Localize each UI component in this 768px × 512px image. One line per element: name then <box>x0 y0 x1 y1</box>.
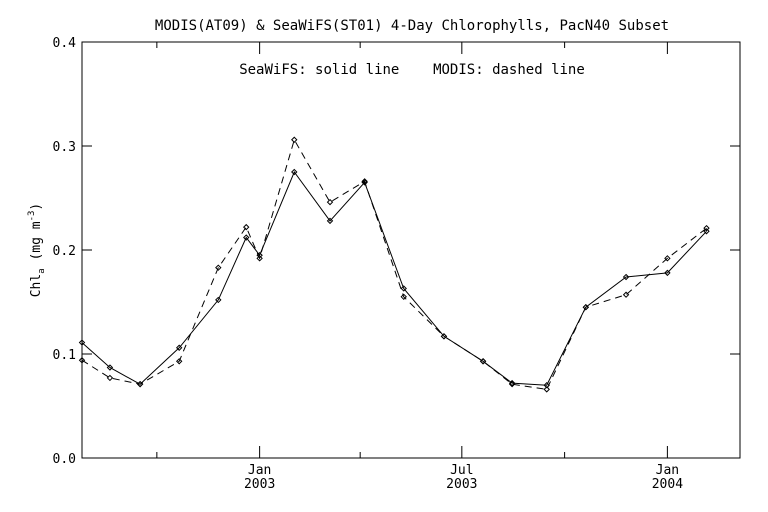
data-point-seawifs <box>543 381 550 389</box>
x-tick-label-month: Jan <box>248 463 271 478</box>
y-axis-label-subscript: a <box>37 268 47 273</box>
data-point-modis <box>215 264 222 271</box>
y-axis-label-close: ) <box>29 203 44 211</box>
y-tick-label: 0.0 <box>53 452 76 467</box>
y-tick-label: 0.3 <box>53 140 76 155</box>
y-tick-label: 0.2 <box>53 244 76 259</box>
series-line-modis <box>81 138 707 390</box>
plot-frame <box>81 41 741 459</box>
y-axis-label-unit: (mg m <box>29 221 44 260</box>
data-point-seawifs <box>215 296 222 304</box>
y-tick-label: 0.4 <box>53 36 77 51</box>
x-tick-label-year: 2004 <box>652 477 683 492</box>
chart-annotation: SeaWiFS: solid line MODIS: dashed line <box>239 62 585 78</box>
y-axis-label-superscript: -3 <box>27 211 37 222</box>
x-tick-label-year: 2003 <box>446 477 477 492</box>
data-point-modis <box>400 293 407 301</box>
data-point-seawifs <box>291 168 298 176</box>
data-point-modis <box>78 357 86 364</box>
data-point-modis <box>106 374 114 382</box>
data-point-seawifs <box>326 217 334 225</box>
data-point-modis <box>256 255 263 262</box>
data-point-modis <box>326 198 334 206</box>
data-point-seawifs <box>622 273 630 281</box>
y-tick-label: 0.1 <box>53 348 76 363</box>
data-point-modis <box>440 333 448 340</box>
data-point-seawifs <box>508 379 516 387</box>
data-point-modis <box>243 223 250 231</box>
series-line-seawifs <box>81 170 707 386</box>
series-layer <box>78 136 710 393</box>
data-point-modis <box>543 386 550 393</box>
data-point-modis <box>479 358 487 365</box>
data-point-modis <box>291 136 298 143</box>
data-point-seawifs <box>106 364 114 371</box>
data-point-seawifs <box>664 269 671 277</box>
data-point-seawifs <box>400 285 407 292</box>
y-axis-label: Chla (mg m-3) <box>27 203 47 298</box>
data-point-modis <box>582 303 590 311</box>
data-point-modis <box>508 380 516 388</box>
x-tick-label-year: 2003 <box>244 477 275 492</box>
data-point-seawifs <box>243 234 250 241</box>
data-point-modis <box>136 380 144 388</box>
data-point-seawifs <box>175 344 183 351</box>
data-point-modis <box>664 255 671 262</box>
data-point-seawifs <box>703 228 710 235</box>
x-tick-label-month: Jul <box>450 463 473 478</box>
y-axis-label-main: Chl <box>29 274 44 297</box>
y-axis-ticks: 0.0 0.1 0.2 0.3 0.4 <box>53 36 740 467</box>
data-point-modis <box>703 224 710 232</box>
data-point-seawifs <box>78 339 86 346</box>
data-point-modis <box>175 358 183 365</box>
x-tick-label-month: Jan <box>656 463 679 478</box>
chart-title: MODIS(AT09) & SeaWiFS(ST01) 4-Day Chloro… <box>155 18 669 34</box>
data-point-modis <box>622 291 630 298</box>
data-point-modis <box>361 178 368 185</box>
